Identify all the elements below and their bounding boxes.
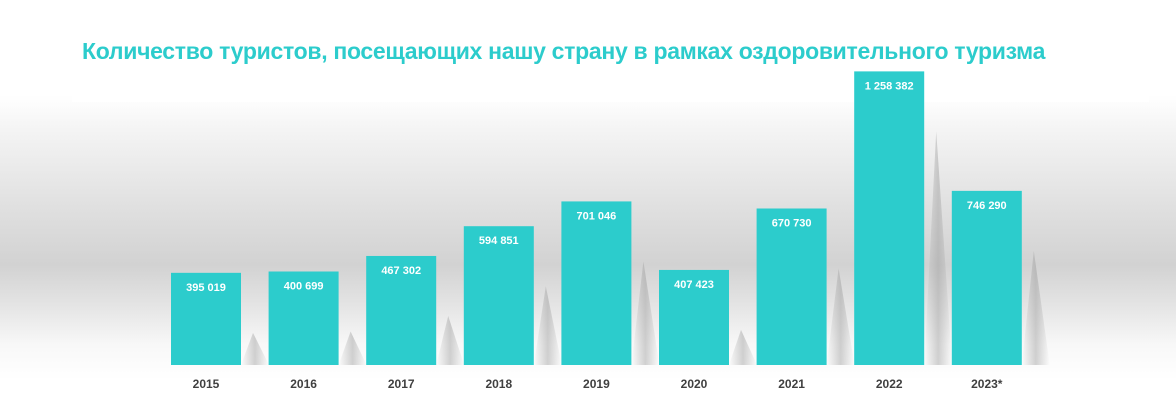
value-label-2020: 407 423 bbox=[674, 279, 714, 291]
value-label-2016: 400 699 bbox=[284, 281, 324, 293]
bar-shadow-2016 bbox=[338, 331, 367, 365]
bar-shadow-2017 bbox=[436, 315, 465, 365]
value-labels-group: 395 019 400 699 467 302 594 851 701 046 407 4… bbox=[186, 80, 1007, 293]
x-tick-label-2022: 2022 bbox=[876, 377, 903, 391]
bar-2020 bbox=[659, 269, 729, 365]
bar-shadow-2021 bbox=[826, 268, 855, 365]
x-tick-label-2019: 2019 bbox=[583, 377, 610, 391]
bar-2016 bbox=[268, 271, 339, 365]
value-label-2017: 467 302 bbox=[381, 265, 421, 277]
title-band: Количество туристов, посещающих нашу стр… bbox=[72, 28, 1149, 102]
value-label-2019: 701 046 bbox=[577, 210, 617, 222]
bar-shadow-2015 bbox=[241, 332, 269, 365]
bar-shadow-2020 bbox=[729, 329, 757, 365]
value-label-2021: 670 730 bbox=[772, 217, 812, 229]
bars-group bbox=[171, 71, 1022, 365]
bar-2023 bbox=[951, 190, 1022, 365]
value-label-2023: 746 290 bbox=[967, 200, 1007, 212]
x-tick-label-2021: 2021 bbox=[778, 377, 805, 391]
bar-shadow-2023 bbox=[1021, 250, 1050, 365]
bar-shadow-2022 bbox=[924, 131, 953, 365]
value-label-2018: 594 851 bbox=[479, 235, 519, 247]
chart-title: Количество туристов, посещающих нашу стр… bbox=[82, 38, 1046, 64]
x-tick-label-2018: 2018 bbox=[485, 377, 512, 391]
x-tick-label-2017: 2017 bbox=[388, 377, 415, 391]
x-tick-label-2016: 2016 bbox=[290, 377, 317, 391]
value-label-2022: 1 258 382 bbox=[865, 80, 914, 92]
bar-shadow-2018 bbox=[533, 286, 562, 365]
value-label-2015: 395 019 bbox=[186, 282, 226, 294]
x-tick-label-2015: 2015 bbox=[193, 377, 220, 391]
bar-2022 bbox=[854, 71, 925, 365]
bar-2017 bbox=[366, 255, 437, 365]
bar-2015 bbox=[171, 272, 241, 365]
x-axis-labels: 2015 2016 2017 2018 2019 2020 2021 2022 2023* bbox=[193, 377, 1003, 391]
x-tick-label-2020: 2020 bbox=[681, 377, 708, 391]
bar-shadow-2019 bbox=[631, 261, 660, 365]
bar-2021 bbox=[756, 208, 827, 365]
bar-shadows bbox=[241, 131, 1050, 365]
x-tick-label-2023: 2023* bbox=[971, 377, 1003, 391]
bar-2018 bbox=[463, 226, 534, 365]
bar-2019 bbox=[561, 201, 632, 365]
